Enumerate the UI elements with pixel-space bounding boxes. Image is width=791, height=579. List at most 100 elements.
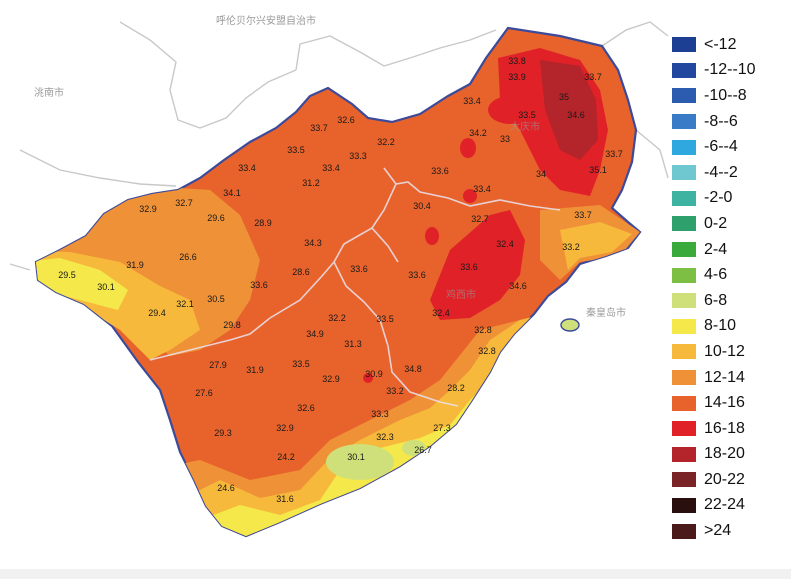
legend-label: 18-20 (704, 445, 745, 463)
station-value-label: 33.7 (310, 123, 328, 133)
station-value-label: 33.4 (238, 163, 256, 173)
legend-label: -4--2 (704, 163, 738, 181)
station-value-label: 32.2 (328, 313, 346, 323)
place-label-coast-city: 秦皇岛市 (586, 306, 626, 319)
legend-swatch (672, 190, 696, 206)
station-value-label: 33.4 (463, 96, 481, 106)
legend: <-12 -12--10 -10--8 -8--6 -6--4 -4--2 -2-0 0-2 2… (672, 32, 784, 544)
legend-swatch (672, 421, 696, 437)
station-value-label: 29.8 (223, 320, 241, 330)
station-value-label: 35.1 (589, 165, 607, 175)
legend-label: 16-18 (704, 419, 745, 437)
legend-item: -12--10 (672, 58, 784, 84)
legend-item: 12-14 (672, 365, 784, 391)
legend-label: 4-6 (704, 266, 728, 284)
station-value-label: 33.3 (371, 409, 389, 419)
station-value-label: 33.5 (292, 359, 310, 369)
station-value-label: 29.3 (214, 428, 232, 438)
station-value-label: 27.6 (195, 388, 213, 398)
legend-label: 12-14 (704, 368, 745, 386)
legend-item: 10-12 (672, 339, 784, 365)
legend-item: -10--8 (672, 83, 784, 109)
legend-swatch (672, 497, 696, 513)
legend-item: 0-2 (672, 211, 784, 237)
station-value-label: 29.5 (58, 270, 76, 280)
station-value-label: 32.9 (322, 374, 340, 384)
legend-item: -2-0 (672, 186, 784, 212)
legend-swatch (672, 446, 696, 462)
legend-swatch (672, 88, 696, 104)
legend-item: 20-22 (672, 467, 784, 493)
legend-swatch (672, 216, 696, 232)
station-value-label: 31.6 (276, 494, 294, 504)
station-value-label: 24.2 (277, 452, 295, 462)
legend-item: >24 (672, 518, 784, 544)
legend-swatch (672, 395, 696, 411)
station-value-label: 33 (500, 134, 510, 144)
legend-label: 0-2 (704, 214, 728, 232)
outer-boundaries (9, 21, 669, 271)
station-value-label: 33.6 (250, 280, 268, 290)
station-value-label: 33.6 (350, 264, 368, 274)
legend-swatch (672, 523, 696, 539)
legend-label: -10--8 (704, 86, 747, 104)
station-value-label: 31.3 (344, 339, 362, 349)
legend-swatch (672, 37, 696, 53)
station-value-label: 32.8 (478, 346, 496, 356)
station-value-label: 30.1 (97, 282, 115, 292)
station-value-label: 33.7 (584, 72, 602, 82)
station-value-label: 34.6 (509, 281, 527, 291)
legend-label: 2-4 (704, 240, 728, 258)
station-value-label: 33.5 (518, 110, 536, 120)
place-label-east-city: 鸡西市 (446, 288, 476, 301)
legend-item: 18-20 (672, 442, 784, 468)
legend-label: 10-12 (704, 342, 745, 360)
station-value-label: 27.9 (209, 360, 227, 370)
station-value-label: 33.6 (408, 270, 426, 280)
station-value-label: 30.9 (365, 369, 383, 379)
legend-item: 2-4 (672, 237, 784, 263)
station-value-label: 32.4 (496, 239, 514, 249)
station-value-label: 31.9 (246, 365, 264, 375)
legend-label: >24 (704, 522, 732, 540)
legend-item: -4--2 (672, 160, 784, 186)
station-value-label: 33.2 (562, 242, 580, 252)
bottom-band (0, 569, 791, 579)
legend-label: 8-10 (704, 317, 737, 335)
station-value-label: 29.6 (207, 213, 225, 223)
legend-swatch (672, 472, 696, 488)
station-value-label: 32.9 (139, 204, 157, 214)
station-value-label: 33.3 (349, 151, 367, 161)
station-value-label: 28.6 (292, 267, 310, 277)
station-value-label: 34 (536, 169, 546, 179)
station-value-label: 33.4 (322, 163, 340, 173)
legend-swatch (672, 318, 696, 334)
station-value-label: 35 (559, 92, 569, 102)
legend-item: 14-16 (672, 390, 784, 416)
station-value-label: 31.9 (126, 260, 144, 270)
internal-boundaries (149, 167, 561, 407)
legend-swatch (672, 242, 696, 258)
legend-label: -12--10 (704, 61, 756, 79)
station-value-label: 32.6 (297, 403, 315, 413)
station-value-label: 33.6 (431, 166, 449, 176)
station-value-label: 28.9 (254, 218, 272, 228)
station-value-label: 33.7 (605, 149, 623, 159)
legend-item: -8--6 (672, 109, 784, 135)
station-value-label: 33.2 (386, 386, 404, 396)
place-label-north-city: 大庆市 (510, 120, 540, 133)
legend-swatch (672, 165, 696, 181)
legend-item: 22-24 (672, 493, 784, 519)
place-labels: 呼伦贝尔兴安盟自治市 洮南市 大庆市 鸡西市 秦皇岛市 (34, 14, 626, 319)
legend-item: 6-8 (672, 288, 784, 314)
station-value-label: 30.5 (207, 294, 225, 304)
station-value-label: 32.9 (276, 423, 294, 433)
station-value-label: 32.1 (176, 299, 194, 309)
legend-label: -6--4 (704, 138, 738, 156)
station-value-label: 34.8 (404, 364, 422, 374)
legend-item: -6--4 (672, 134, 784, 160)
legend-item: <-12 (672, 32, 784, 58)
station-value-label: 33.4 (473, 184, 491, 194)
island (560, 318, 580, 332)
